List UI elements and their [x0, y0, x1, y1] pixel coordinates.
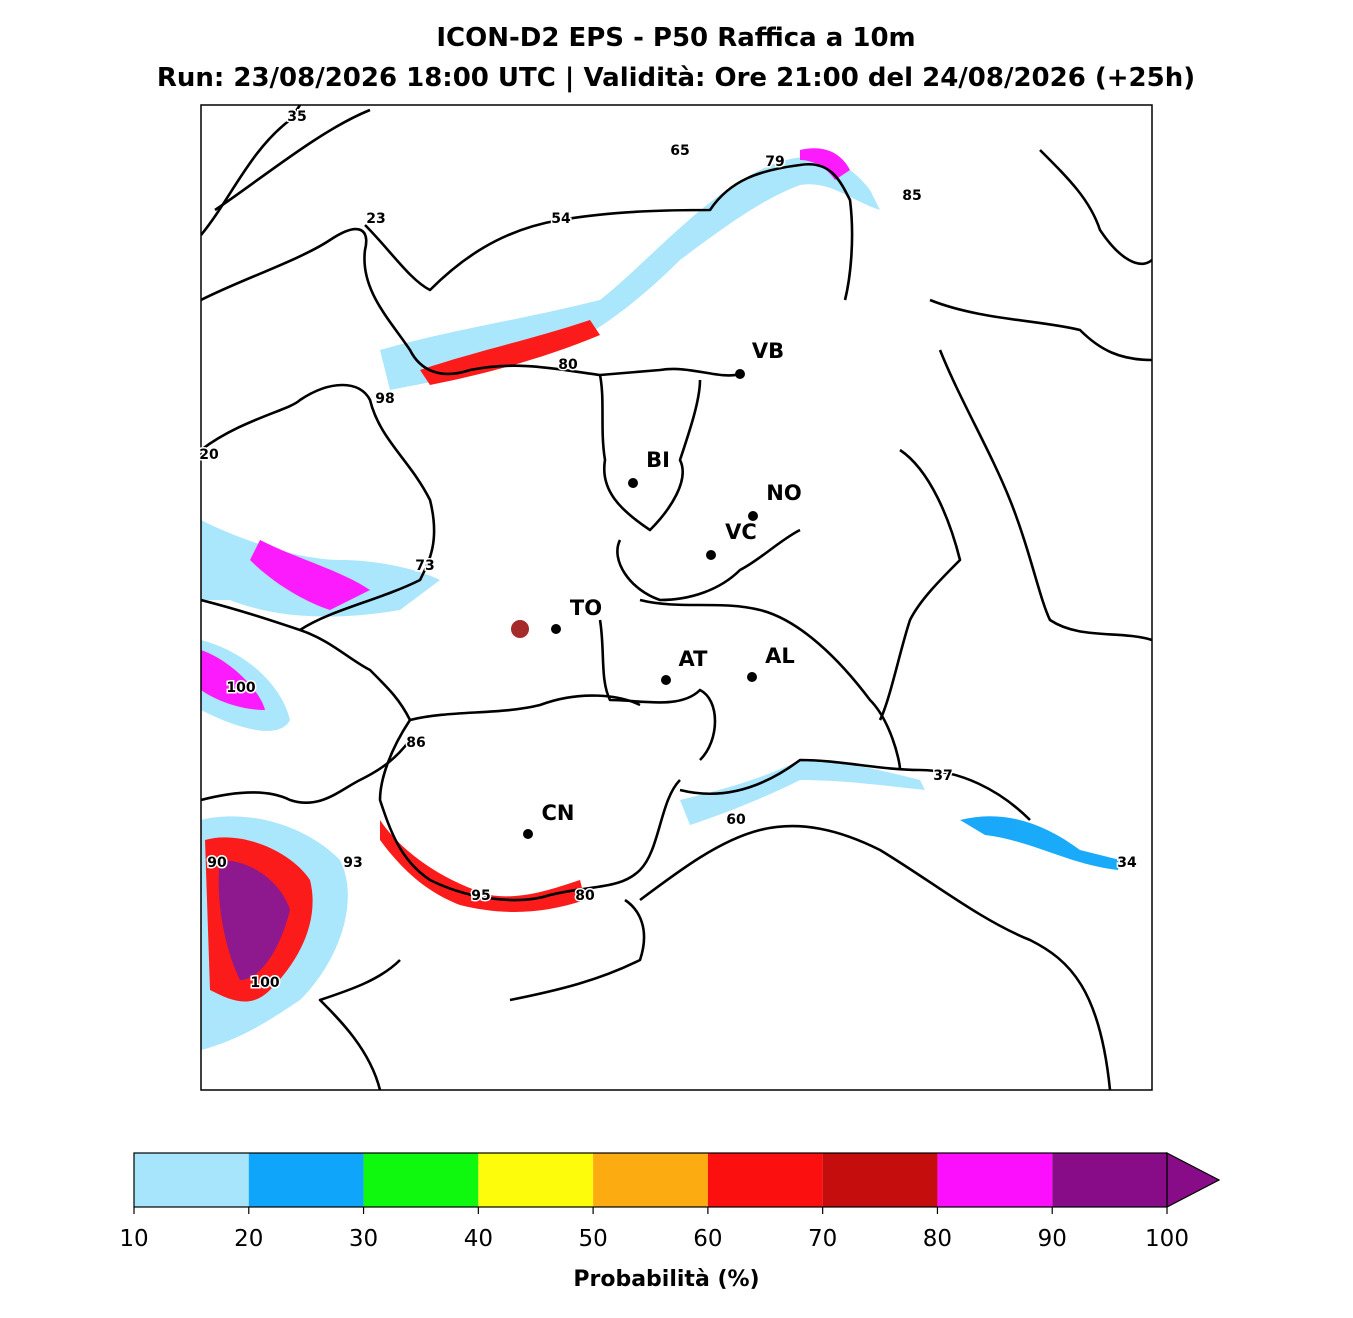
city-dot	[706, 550, 716, 560]
colorbar-segment	[248, 1153, 364, 1207]
colorbar-segment	[1052, 1153, 1167, 1207]
contour-label: 60	[726, 812, 746, 828]
city-label: NO	[766, 481, 801, 505]
colorbar: 10 20 30 40 50 60 70 80 90 100 Probabilità (%)	[119, 1152, 1221, 1292]
colorbar-segment	[134, 1153, 249, 1207]
colorbar-segment	[363, 1153, 479, 1207]
contour-label: 86	[406, 735, 425, 751]
colorbar-tick-label: 30	[349, 1226, 378, 1252]
city-dot	[661, 675, 671, 685]
contour-label: 90	[207, 855, 227, 871]
contour-label: 80	[558, 357, 578, 373]
city-label: TO	[570, 596, 602, 620]
contour-label: 73	[415, 558, 434, 574]
contour-label: 20	[199, 447, 219, 463]
city-label: BI	[646, 448, 670, 472]
city-label: VB	[752, 339, 784, 363]
colorbar-segment	[707, 1153, 823, 1207]
contour-label: 95	[471, 888, 490, 904]
colorbar-tick-label: 90	[1038, 1226, 1067, 1252]
contour-label: 100	[250, 975, 279, 991]
contour-label: 100	[226, 680, 255, 696]
colorbar-tick-label: 80	[923, 1226, 952, 1252]
colorbar-label: Probabilità (%)	[573, 1267, 759, 1292]
title: ICON-D2 EPS - P50 Raffica a 10m	[436, 23, 915, 53]
city-dot	[747, 672, 757, 682]
location-marker	[511, 620, 529, 638]
colorbar-outline	[133, 1152, 1168, 1208]
contour-label: 80	[575, 888, 595, 904]
colorbar-tick-label: 10	[119, 1226, 148, 1252]
contour-label: 54	[551, 211, 571, 227]
city-dot	[551, 624, 561, 634]
contour-label: 37	[933, 768, 952, 784]
contour-label: 23	[366, 211, 385, 227]
contour-label: 85	[902, 188, 921, 204]
colorbar-tick-label: 100	[1145, 1226, 1189, 1252]
colorbar-tick-label: 70	[808, 1226, 837, 1252]
contour-label: 79	[765, 154, 784, 170]
map-frame	[200, 104, 1153, 1091]
colorbar-segment	[822, 1153, 938, 1207]
colorbar-segment	[593, 1153, 708, 1207]
borders	[201, 105, 1152, 1090]
city-label: AL	[765, 644, 795, 668]
map-labels: VB BI NO VC TO AT AL CN 35 65 79 85 23 54 80 98 20 73 100 8…	[198, 108, 1139, 993]
colorbar-tick-label: 50	[578, 1226, 607, 1252]
colorbar-extension	[1166, 1152, 1221, 1208]
contour-label: 93	[343, 855, 362, 871]
colorbar-tick-label: 40	[464, 1226, 493, 1252]
map	[201, 105, 1152, 1090]
subtitle: Run: 23/08/2026 18:00 UTC | Validità: Or…	[157, 63, 1195, 93]
city-dot	[735, 369, 745, 379]
contour-label: 35	[287, 109, 306, 125]
city-dot	[523, 829, 533, 839]
city-label: AT	[679, 647, 709, 671]
city-dot	[748, 511, 758, 521]
colorbar-tick-label: 60	[693, 1226, 722, 1252]
city-label: VC	[725, 520, 757, 544]
wind-fields	[201, 148, 1120, 1050]
colorbar-tick-label: 20	[234, 1226, 263, 1252]
colorbar-segment	[478, 1153, 594, 1207]
contour-label: 34	[1117, 855, 1137, 871]
colorbar-segment	[937, 1153, 1053, 1207]
city-dot	[628, 478, 638, 488]
contour-label: 98	[375, 391, 394, 407]
city-label: CN	[542, 801, 575, 825]
contour-label: 65	[670, 143, 689, 159]
